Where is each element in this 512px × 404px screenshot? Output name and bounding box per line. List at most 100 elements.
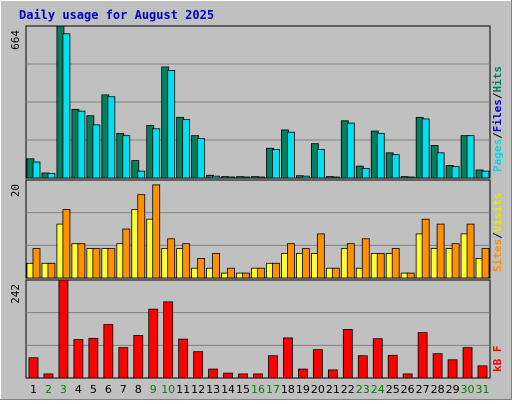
- bar-sites: [47, 262, 56, 279]
- x-tick-label: 28: [431, 383, 445, 396]
- bar-sites: [62, 208, 71, 279]
- x-tick-label: 25: [386, 383, 400, 396]
- bar-files: [421, 118, 430, 179]
- x-tick-label: 18: [281, 383, 295, 396]
- bar-files: [481, 170, 490, 179]
- bar-files: [182, 119, 191, 179]
- bar-files: [137, 170, 146, 179]
- bars: [26, 184, 490, 279]
- bar-sites: [32, 248, 41, 279]
- bar-kb-f: [103, 324, 114, 379]
- bar-kb-f: [447, 359, 458, 379]
- bar-files: [287, 131, 295, 179]
- bar-sites: [167, 238, 176, 279]
- legend: Pages/Files/Hits: [491, 66, 504, 172]
- bar-kb-f: [462, 347, 473, 379]
- bar-kb-f: [238, 373, 248, 379]
- legend-entry: Visits: [491, 193, 504, 233]
- x-tick-label: 23: [356, 383, 370, 396]
- bar-sites: [302, 248, 310, 279]
- bar-kb-f: [148, 308, 159, 379]
- bar-files: [92, 124, 101, 179]
- legend-entry: Pages: [491, 139, 504, 172]
- x-tick-label: 24: [371, 383, 385, 396]
- bar-kb-f: [387, 354, 398, 379]
- x-tick-label: 4: [75, 383, 82, 396]
- bar-kb-f: [178, 338, 189, 379]
- x-tick-label: 19: [296, 383, 310, 396]
- bar-sites: [242, 272, 250, 279]
- bar-kb-f: [208, 368, 218, 379]
- bar-sites: [152, 184, 161, 279]
- bar-kb-f: [28, 357, 39, 379]
- bar-kb-f: [58, 279, 69, 379]
- bar-kb-f: [73, 339, 84, 379]
- legend-entry: /: [491, 92, 504, 99]
- bar-kb-f: [372, 338, 383, 379]
- bar-kb-f: [477, 365, 488, 379]
- bar-files: [152, 128, 161, 179]
- plot-area: [25, 279, 491, 379]
- bar-sites: [77, 243, 86, 279]
- bar-kb-f: [432, 353, 443, 379]
- y-max-label: 664: [9, 30, 22, 50]
- legend: Sites/Visits: [491, 193, 504, 273]
- bar-files: [62, 33, 71, 179]
- x-tick-label: 15: [236, 383, 250, 396]
- x-tick-label: 31: [476, 383, 490, 396]
- bar-files: [227, 176, 235, 179]
- bar-sites: [331, 267, 340, 279]
- y-max-label: 242: [9, 284, 22, 304]
- panel-kbytes: 242 kB F: [9, 279, 504, 379]
- bar-sites: [436, 223, 445, 279]
- panel-visits_sites: 20 Sites/Visits: [9, 179, 504, 279]
- bars: [28, 279, 488, 379]
- bar-kb-f: [163, 301, 174, 379]
- bar-files: [346, 122, 355, 179]
- x-tick-label: 6: [105, 383, 112, 396]
- bar-files: [107, 96, 116, 179]
- x-tick-label: 29: [446, 383, 460, 396]
- x-tick-label: 21: [326, 383, 340, 396]
- legend-entry: kB F: [491, 346, 504, 373]
- x-tick-label: 5: [90, 383, 97, 396]
- x-tick-label: 2: [45, 383, 52, 396]
- x-tick-label: 8: [135, 383, 142, 396]
- x-tick-label: 22: [341, 383, 355, 396]
- bar-files: [167, 70, 176, 179]
- bar-files: [77, 110, 86, 179]
- bar-sites: [257, 267, 265, 279]
- bar-kb-f: [268, 355, 278, 379]
- legend-entry: Files: [491, 99, 504, 132]
- legend-entry: Hits: [491, 66, 504, 93]
- bar-sites: [92, 248, 101, 279]
- x-tick-label: 16: [251, 383, 265, 396]
- bar-sites: [212, 253, 220, 279]
- bar-files: [272, 148, 280, 179]
- bar-sites: [137, 194, 146, 279]
- legend-entry: Sites: [491, 239, 504, 272]
- x-tick-label: 26: [401, 383, 415, 396]
- bar-hits: [131, 160, 140, 179]
- bar-files: [406, 176, 415, 179]
- bar-sites: [346, 243, 355, 279]
- x-tick-label: 10: [161, 383, 175, 396]
- chart-title: Daily usage for August 2025: [19, 8, 214, 22]
- bar-sites: [391, 248, 400, 279]
- bar-files: [32, 161, 41, 179]
- bar-kb-f: [88, 337, 99, 379]
- x-tick-label: 11: [176, 383, 190, 396]
- x-tick-label: 17: [266, 383, 280, 396]
- bar-sites: [406, 272, 415, 279]
- bar-kb-f: [193, 351, 204, 379]
- x-tick-label: 12: [191, 383, 205, 396]
- bar-kb-f: [253, 373, 263, 379]
- bar-kb-f: [417, 332, 428, 379]
- x-axis-day-labels: 1 2 3 4 5 6 7 8 9 10 11 12 13 14 15 16 17 18 19 20 21 22 23 24 2…: [30, 383, 490, 396]
- bar-files: [257, 176, 265, 179]
- bar-sites: [466, 223, 475, 279]
